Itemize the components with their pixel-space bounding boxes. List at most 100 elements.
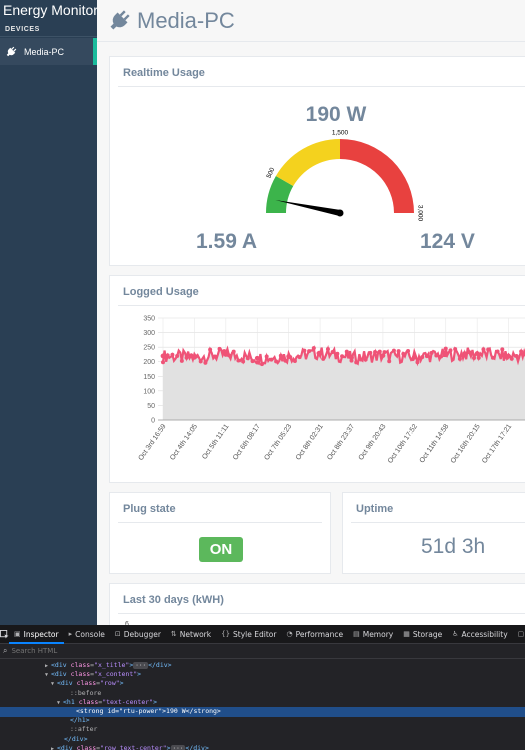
series-point[interactable] bbox=[170, 352, 175, 357]
series-point[interactable] bbox=[283, 358, 288, 363]
devtools-tab-performance[interactable]: ◔ Performance bbox=[281, 625, 348, 644]
series-point[interactable] bbox=[391, 348, 396, 353]
devtools-tab-debugger[interactable]: ⊡ Debugger bbox=[110, 625, 166, 644]
series-point[interactable] bbox=[330, 350, 335, 355]
series-point[interactable] bbox=[161, 360, 165, 365]
series-point[interactable] bbox=[472, 356, 477, 361]
devtools-tab-style-editor[interactable]: {} Style Editor bbox=[216, 625, 281, 644]
series-point[interactable] bbox=[175, 354, 180, 359]
series-point[interactable] bbox=[165, 353, 170, 358]
series-point[interactable] bbox=[354, 360, 359, 365]
series-point[interactable] bbox=[236, 358, 241, 363]
series-point[interactable] bbox=[401, 351, 406, 356]
devtools-tab-ap[interactable]: ▢Ap bbox=[513, 625, 525, 644]
devtools-tab-network[interactable]: ⇅ Network bbox=[166, 625, 216, 644]
series-point[interactable] bbox=[420, 355, 425, 360]
data-point[interactable] bbox=[349, 355, 354, 361]
data-point[interactable] bbox=[474, 351, 480, 356]
series-point[interactable] bbox=[302, 348, 307, 353]
data-point[interactable] bbox=[506, 353, 511, 359]
search-html-input[interactable] bbox=[11, 647, 212, 655]
markup-node[interactable]: ▶ <div class="x_title"> ··· </div> bbox=[45, 661, 172, 669]
data-point[interactable] bbox=[286, 354, 292, 359]
series-point[interactable] bbox=[340, 354, 345, 359]
series-point[interactable] bbox=[387, 359, 392, 364]
series-point[interactable] bbox=[321, 356, 326, 361]
series-point[interactable] bbox=[486, 347, 491, 352]
series-point[interactable] bbox=[462, 351, 467, 356]
series-point[interactable] bbox=[373, 350, 378, 355]
series-point[interactable] bbox=[481, 347, 486, 352]
markup-node[interactable]: ▼ <div class="x_content"> bbox=[45, 670, 142, 679]
markup-node[interactable]: ::after bbox=[70, 725, 98, 734]
data-point[interactable] bbox=[411, 354, 417, 360]
markup-node[interactable]: ▼ <div class="row"> bbox=[51, 679, 124, 688]
devtools-tab-storage[interactable]: ▦ Storage bbox=[398, 625, 447, 644]
markup-node[interactable]: ▼ <h1 class="text-center"> bbox=[57, 697, 157, 706]
series-point[interactable] bbox=[453, 347, 458, 352]
data-point[interactable] bbox=[254, 355, 260, 361]
data-point[interactable] bbox=[160, 353, 166, 359]
data-point[interactable] bbox=[443, 352, 449, 358]
series-point[interactable] bbox=[307, 349, 312, 354]
series-point[interactable] bbox=[274, 359, 279, 364]
series-point[interactable] bbox=[325, 347, 330, 352]
series-point[interactable] bbox=[443, 346, 448, 351]
data-point[interactable] bbox=[223, 352, 229, 357]
series-point[interactable] bbox=[514, 354, 519, 359]
logged-usage-chart[interactable]: 0 50 100 150 200 250 300 350 Oct 3rd 16:59 Oct 4t… bbox=[110, 306, 525, 484]
series-point[interactable] bbox=[415, 360, 420, 365]
series-point[interactable] bbox=[212, 354, 217, 359]
series-point[interactable] bbox=[344, 349, 349, 354]
series-point[interactable] bbox=[434, 353, 439, 358]
series-point[interactable] bbox=[396, 349, 401, 354]
data-point[interactable] bbox=[192, 354, 197, 360]
series-point[interactable] bbox=[292, 358, 297, 363]
series-point[interactable] bbox=[311, 346, 316, 351]
series-point[interactable] bbox=[269, 357, 274, 362]
brand-title[interactable]: Energy Monitor bbox=[3, 2, 98, 18]
series-point[interactable] bbox=[198, 359, 203, 364]
series-point[interactable] bbox=[495, 349, 500, 354]
series-point[interactable] bbox=[377, 349, 382, 354]
series-point[interactable] bbox=[208, 347, 213, 352]
markup-node[interactable]: </div> bbox=[64, 734, 88, 743]
series-point[interactable] bbox=[476, 355, 481, 360]
devtools-tab-memory[interactable]: ▤ Memory bbox=[348, 625, 398, 644]
markup-node[interactable]: ▶ <div class="row text-center"> ··· </div> bbox=[51, 743, 209, 750]
series-point[interactable] bbox=[231, 349, 236, 354]
series-point[interactable] bbox=[259, 362, 264, 367]
series-point[interactable] bbox=[250, 359, 255, 364]
plug-state-badge[interactable]: ON bbox=[199, 537, 243, 562]
series-point[interactable] bbox=[519, 349, 524, 354]
element-picker-button[interactable] bbox=[0, 629, 9, 639]
series-point[interactable] bbox=[184, 355, 189, 360]
series-point[interactable] bbox=[335, 351, 340, 356]
series-point[interactable] bbox=[448, 348, 453, 353]
series-point[interactable] bbox=[297, 355, 302, 360]
series-point[interactable] bbox=[241, 359, 246, 364]
devtools-tab-inspector[interactable]: ▣ Inspector bbox=[9, 625, 64, 644]
devtools-tab-accessibility[interactable]: ♿ Accessibility bbox=[447, 625, 512, 644]
series-point[interactable] bbox=[429, 350, 434, 355]
data-point[interactable] bbox=[380, 353, 386, 358]
series-point[interactable] bbox=[358, 357, 363, 362]
series-point[interactable] bbox=[217, 346, 222, 351]
series-point[interactable] bbox=[467, 350, 472, 355]
series-point[interactable] bbox=[245, 356, 250, 361]
series-point[interactable] bbox=[264, 354, 269, 359]
series-point[interactable] bbox=[203, 360, 208, 365]
series-point[interactable] bbox=[439, 354, 444, 359]
markup-node[interactable]: </h1> bbox=[70, 716, 90, 725]
series-point[interactable] bbox=[490, 355, 495, 360]
series-point[interactable] bbox=[179, 358, 184, 363]
series-point[interactable] bbox=[509, 356, 514, 361]
series-point[interactable] bbox=[255, 360, 260, 365]
sidebar-item-media-pc[interactable]: Media-PC bbox=[0, 38, 97, 65]
devtools-tab-console[interactable]: ▸ Console bbox=[64, 625, 110, 644]
series-point[interactable] bbox=[500, 347, 505, 352]
series-point[interactable] bbox=[424, 354, 429, 359]
series-point[interactable] bbox=[382, 350, 387, 355]
markup-node[interactable]: <strong id="rtu-power">190 W</strong> bbox=[0, 707, 525, 717]
series-point[interactable] bbox=[278, 353, 283, 358]
